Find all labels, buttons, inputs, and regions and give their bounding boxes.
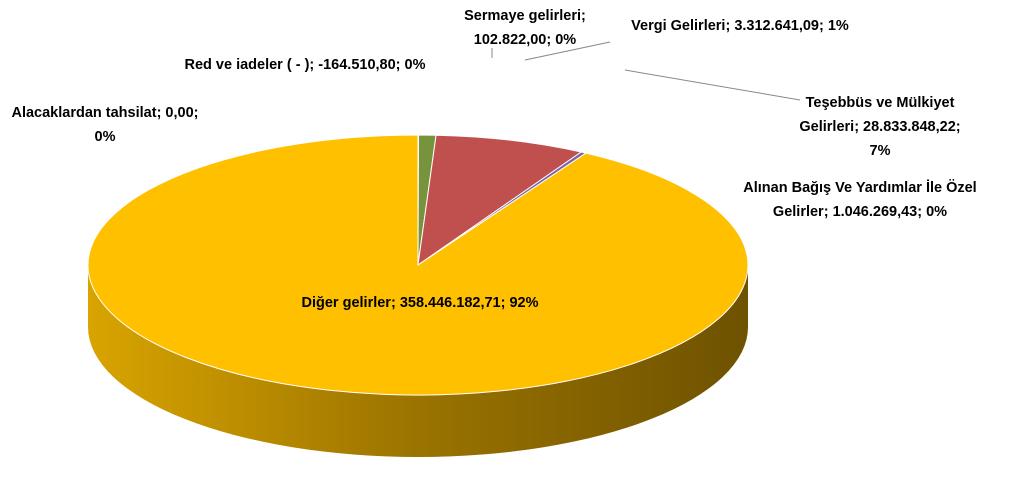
label-name: Vergi Gelirleri bbox=[631, 18, 726, 34]
data-label: Diğer gelirler; 358.446.182,71; 92% bbox=[301, 295, 539, 311]
label-percent: 7% bbox=[869, 143, 891, 159]
leader-line bbox=[624, 69, 801, 101]
label-name: Diğer gelirler bbox=[301, 295, 391, 311]
data-label: Red ve iadeler ( - ); -164.510,80; 0% bbox=[184, 57, 426, 73]
label-name: Teşebbüs ve Mülkiyet Gelirleri bbox=[799, 95, 955, 135]
label-value: 358.446.182,71 bbox=[399, 295, 501, 311]
label-percent: 0% bbox=[404, 57, 426, 73]
pie-slice bbox=[417, 134, 583, 267]
label-name: Alacaklardan tahsilat bbox=[11, 105, 157, 121]
label-name: Red ve iadeler ( - ) bbox=[184, 57, 310, 73]
label-percent: 0% bbox=[94, 129, 116, 145]
data-label: Sermaye gelirleri; 102.822,00; 0% bbox=[464, 8, 586, 48]
data-label: Teşebbüs ve Mülkiyet Gelirleri; 28.833.8… bbox=[799, 95, 961, 159]
leader-line bbox=[524, 41, 611, 61]
label-value: 1.046.269,43 bbox=[832, 204, 918, 220]
label-value: 3.312.641,09 bbox=[734, 18, 819, 34]
data-label: Vergi Gelirleri; 3.312.641,09; 1% bbox=[631, 18, 849, 34]
label-value: 0,00 bbox=[165, 105, 194, 121]
label-percent: 0% bbox=[926, 204, 948, 220]
pie-side bbox=[88, 265, 748, 457]
label-value: 102.822,00 bbox=[473, 32, 547, 48]
pie-slice bbox=[87, 134, 749, 396]
label-name: Alınan Bağış Ve Yardımlar İle Özel Gelir… bbox=[743, 180, 977, 220]
data-label: Alacaklardan tahsilat; 0,00; 0% bbox=[11, 105, 199, 145]
label-value: -164.510,80 bbox=[318, 57, 396, 73]
label-percent: 0% bbox=[555, 32, 577, 48]
label-percent: 1% bbox=[827, 18, 849, 34]
label-percent: 92% bbox=[509, 295, 539, 311]
label-value: 28.833.848,22 bbox=[863, 119, 956, 135]
data-label: Alınan Bağış Ve Yardımlar İle Özel Gelir… bbox=[743, 180, 977, 220]
label-name: Sermaye gelirleri bbox=[464, 8, 582, 24]
